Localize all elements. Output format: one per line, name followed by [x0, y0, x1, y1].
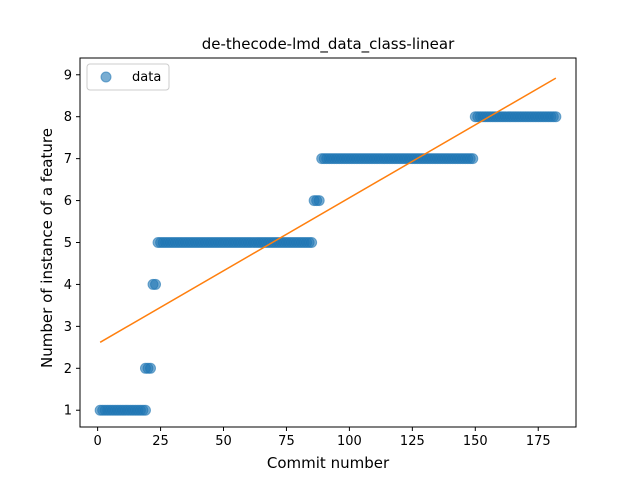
fit-line [99, 77, 557, 343]
x-tick-label: 100 [337, 434, 362, 449]
data-point [550, 111, 562, 123]
legend-marker-data [100, 71, 112, 83]
data-point [467, 153, 479, 165]
y-tick-label: 8 [64, 110, 72, 125]
y-tick-label: 7 [64, 152, 72, 167]
plot-area: 0 25 50 75 100 125 150 175 1 2 3 4 5 6 7 8 9 [64, 57, 577, 449]
y-tick-label: 5 [64, 236, 72, 251]
data-points [94, 111, 562, 416]
legend-label-data: data [132, 70, 161, 85]
chart-title: de-thecode-lmd_data_class-linear [202, 35, 455, 54]
y-axis-label: Number of instance of a feature [38, 128, 56, 368]
x-axis-label: Commit number [267, 454, 390, 472]
y-tick-label: 9 [64, 68, 72, 83]
data-point [145, 362, 156, 374]
x-tick-label: 25 [152, 434, 169, 449]
data-point [139, 404, 151, 416]
y-tick-label: 3 [64, 320, 72, 335]
data-point [313, 195, 325, 207]
data-point [306, 237, 318, 248]
x-tick-label: 0 [93, 434, 101, 449]
y-tick-label: 1 [64, 404, 72, 419]
x-tick-label: 150 [463, 434, 488, 449]
x-tick-label: 125 [400, 434, 425, 449]
legend: data [86, 63, 170, 91]
y-tick-label: 2 [64, 362, 72, 377]
x-tick-label: 50 [215, 434, 232, 449]
x-tick-label: 175 [526, 434, 551, 449]
legend-box [86, 63, 170, 91]
y-tick-label: 6 [64, 194, 72, 209]
y-tick-label: 4 [64, 278, 72, 293]
data-point [150, 278, 162, 290]
x-tick-label: 75 [278, 434, 295, 449]
